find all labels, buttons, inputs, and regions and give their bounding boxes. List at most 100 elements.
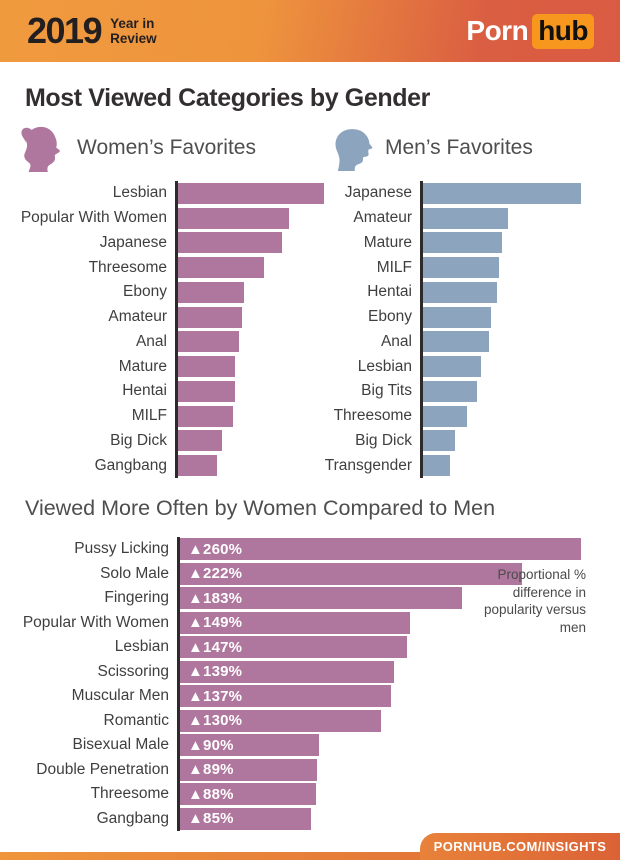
bar: ▲88% — [180, 783, 316, 806]
bar-track — [420, 280, 581, 305]
footer-insights-link[interactable]: PORNHUB.COM/INSIGHTS — [420, 833, 620, 860]
bar — [423, 331, 490, 353]
chart-row: Big Dick — [250, 428, 581, 454]
category-label: Big Dick — [110, 431, 167, 449]
chart-row: Anal — [250, 329, 581, 355]
bar-track: ▲89% — [177, 757, 581, 782]
bar — [178, 380, 235, 402]
bar — [178, 306, 243, 328]
chart-row: Double Penetration ▲89% — [7, 757, 581, 782]
header-banner: 2019 Year in Review Porn hub — [0, 0, 620, 62]
category-label: Bisexual Male — [72, 736, 170, 754]
category-label: Threesome — [88, 258, 167, 276]
chart-row: Popular With Women ▲149% — [7, 610, 581, 635]
category-label: Popular With Women — [22, 613, 169, 631]
category-label: Threesome — [333, 407, 412, 425]
category-label: Popular With Women — [20, 209, 167, 227]
women-favorites-chart: Lesbian Popular With Women Japanese Threeso… — [5, 181, 324, 478]
bar-track — [420, 403, 581, 429]
comparison-chart-title: Viewed More Often by Women Compared to M… — [25, 496, 496, 520]
bar — [423, 257, 499, 279]
men-favorites-header: Men’s Favorites — [330, 123, 533, 173]
bar-value-label: ▲139% — [188, 663, 243, 681]
bar — [178, 405, 234, 427]
chart-row: Lesbian — [250, 354, 581, 379]
chart-row: Muscular Men ▲137% — [7, 684, 581, 709]
chart-row: Ebony — [250, 304, 581, 330]
chart-row: Popular With Women — [5, 205, 324, 231]
chart-row: Ebony — [5, 280, 324, 305]
category-label: Hentai — [122, 382, 167, 400]
category-label: Threesome — [90, 785, 169, 803]
category-label: Scissoring — [97, 662, 170, 680]
bar — [178, 331, 240, 353]
chart-row: Threesome — [250, 403, 581, 429]
bar-track — [175, 379, 324, 404]
bar-track — [420, 181, 581, 206]
bar-value-label: ▲130% — [188, 712, 243, 730]
bar-track — [175, 205, 324, 231]
bar-track: ▲260% — [177, 537, 581, 562]
chart-row: Amateur — [5, 304, 324, 330]
men-favorites-label: Men’s Favorites — [385, 136, 533, 159]
bar-track — [420, 379, 581, 404]
bar-value-label: ▲222% — [188, 565, 243, 583]
bar-track: ▲139% — [177, 659, 581, 684]
women-vs-men-chart: Pussy Licking ▲260% Solo Male ▲222% Fingerin… — [7, 537, 581, 831]
category-label: Amateur — [353, 209, 412, 227]
bar-value-label: ▲149% — [188, 614, 243, 632]
bar — [423, 405, 468, 427]
men-favorites-chart: Japanese Amateur Mature MILF Hentai Ebony Anal… — [250, 181, 581, 478]
pornhub-logo-hub: hub — [532, 13, 594, 49]
bar-track: ▲149% — [177, 610, 581, 635]
bar-track — [420, 304, 581, 330]
bar-track: ▲130% — [177, 708, 581, 733]
category-label: Gangbang — [96, 809, 169, 827]
bar-track — [420, 354, 581, 379]
year-text: 2019 — [27, 10, 103, 51]
category-label: MILF — [131, 407, 167, 425]
bar-value-label: ▲260% — [188, 540, 243, 558]
bar-value-label: ▲88% — [188, 785, 234, 803]
category-label: Gangbang — [94, 456, 167, 474]
category-label: Mature — [118, 357, 167, 375]
category-label: Double Penetration — [36, 760, 169, 778]
category-label: Japanese — [344, 184, 412, 202]
category-label: Ebony — [123, 283, 167, 301]
category-label: Lesbian — [114, 638, 169, 656]
bar — [423, 207, 509, 229]
chart-row: Big Tits — [250, 379, 581, 404]
page-title: Most Viewed Categories by Gender — [25, 84, 430, 112]
woman-profile-icon — [20, 124, 68, 172]
bar: ▲260% — [180, 538, 581, 561]
category-label: Ebony — [368, 308, 412, 326]
bar-track — [175, 230, 324, 256]
chart-row: Bisexual Male ▲90% — [7, 733, 581, 758]
chart-row: Gangbang ▲85% — [7, 806, 581, 831]
bar: ▲130% — [180, 709, 381, 732]
bar: ▲137% — [180, 685, 392, 708]
bar — [178, 430, 222, 452]
bar-track — [175, 280, 324, 305]
bar-track: ▲183% — [177, 586, 581, 611]
chart-row: MILF — [5, 403, 324, 429]
category-label: Muscular Men — [71, 687, 169, 705]
bar: ▲89% — [180, 758, 318, 781]
pornhub-logo: Porn hub — [466, 13, 594, 49]
chart-row: Big Dick — [5, 428, 324, 454]
category-label: Lesbian — [112, 184, 167, 202]
bar — [178, 455, 218, 477]
bar — [178, 281, 244, 303]
bar-track — [175, 329, 324, 355]
bar — [423, 380, 477, 402]
bar-track: ▲137% — [177, 684, 581, 709]
bar — [423, 232, 502, 254]
category-label: Fingering — [104, 589, 169, 607]
bar-track: ▲85% — [177, 806, 581, 831]
chart-row: Hentai — [5, 379, 324, 404]
chart-row: Mature — [250, 230, 581, 256]
bar: ▲90% — [180, 734, 319, 757]
bar — [178, 257, 265, 279]
bar — [178, 232, 282, 254]
chart-row: Lesbian — [5, 181, 324, 206]
